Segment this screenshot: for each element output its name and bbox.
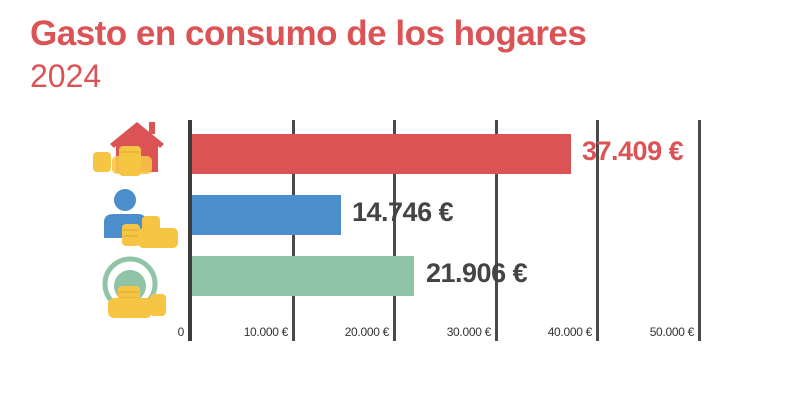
gridline-50000 [698,120,701,341]
value-label-unidad-consumo: 21.906 € [426,258,528,288]
bar-hogar [191,134,571,174]
tick-label-0: 0 [177,325,185,339]
value-label-persona: 14.746 € [352,197,454,227]
tick-label-50000: 50.000 € [649,325,695,339]
gridline-40000 [596,120,599,341]
gridline-30000 [495,120,498,341]
bar-persona [191,195,341,235]
tick-label-10000: 10.000 € [243,325,289,339]
tick-label-20000: 20.000 € [344,325,390,339]
tick-label-30000: 30.000 € [446,325,492,339]
bar-unidad-consumo [191,256,414,296]
unit-coins-icon [102,256,166,318]
chart-subtitle: 2024 [30,58,102,94]
y-axis-line [188,120,192,341]
tick-label-40000: 40.000 € [547,325,593,339]
gridline-20000 [393,120,396,341]
value-label-hogar: 37.409 € [582,136,684,166]
house-coins-icon [93,122,164,176]
chart-title: Gasto en consumo de los hogares [30,14,587,53]
person-coins-icon [104,189,178,248]
